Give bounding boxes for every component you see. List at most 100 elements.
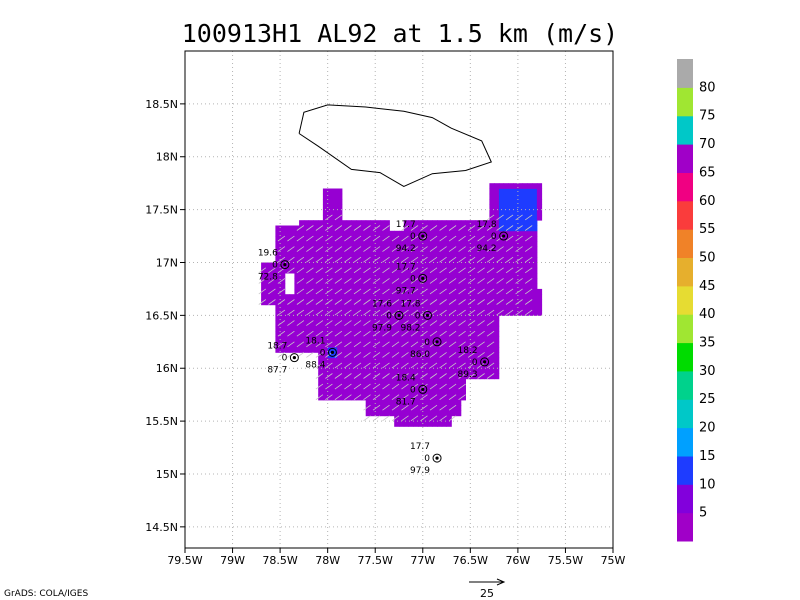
field-cell (413, 421, 419, 427)
wind-vector (258, 267, 267, 274)
field-cell (422, 341, 428, 348)
wind-vector (344, 352, 352, 358)
field-cell (299, 315, 305, 322)
field-cell (308, 267, 314, 274)
field-cell (470, 246, 476, 253)
field-cell (441, 362, 447, 369)
field-cell (365, 257, 371, 263)
field-cell (356, 246, 362, 253)
field-cell (399, 352, 405, 359)
field-cell (280, 294, 286, 300)
field-cell (418, 378, 424, 385)
field-cell (432, 257, 438, 263)
field-cell (441, 410, 447, 417)
field-cell (308, 310, 314, 316)
field-cell (365, 220, 371, 226)
field-cell (418, 304, 424, 311)
wind-vector (486, 246, 495, 252)
field-cell (375, 299, 381, 306)
wind-vector (477, 309, 485, 316)
field-cell (451, 251, 457, 258)
wind-vector (372, 246, 381, 252)
field-cell (327, 188, 333, 195)
wind-vector (448, 235, 457, 242)
field-cell (356, 378, 362, 385)
field-cell (427, 230, 433, 237)
field-cell (422, 299, 428, 306)
field-cell (456, 262, 462, 269)
field-cell (441, 315, 447, 322)
field-cell (441, 236, 447, 242)
field-cell (356, 357, 362, 364)
wind-vector (401, 383, 409, 390)
field-cell (484, 251, 490, 258)
wind-vector (382, 235, 390, 242)
field-cell (375, 320, 381, 327)
field-cell (284, 230, 291, 237)
field-cell (275, 336, 281, 343)
field-cell (456, 357, 462, 364)
field-cell (294, 331, 300, 337)
field-cell (427, 283, 433, 290)
field-cell (308, 336, 314, 343)
field-cell (413, 347, 419, 353)
field-cell (332, 368, 338, 374)
field-cell (275, 225, 281, 232)
field-cell (356, 341, 362, 348)
colorbar-segment (677, 455, 693, 485)
y-tick-label: 17N (156, 256, 178, 269)
field-cell (513, 204, 519, 210)
field-cell (489, 294, 495, 300)
field-cell (327, 299, 333, 306)
field-cell (284, 267, 291, 274)
field-cell (299, 278, 305, 285)
wind-vector (325, 330, 333, 337)
field-cell (322, 315, 329, 322)
field-cell (384, 320, 390, 327)
field-cell (451, 373, 457, 380)
field-cell (356, 347, 362, 353)
field-cell (370, 310, 376, 316)
field-cell (475, 341, 481, 348)
wind-vectors (258, 214, 533, 422)
field-cell (327, 341, 333, 348)
colorbar-label: 70 (699, 137, 716, 152)
field-cell (361, 357, 367, 364)
field-cell (289, 341, 295, 348)
field-cell (408, 421, 414, 427)
field-cell (380, 320, 386, 327)
field-cell (303, 294, 310, 300)
field-cell (446, 415, 452, 422)
field-cell (437, 278, 443, 285)
field-cell (289, 230, 295, 237)
field-cell (484, 325, 490, 332)
wind-vector (334, 288, 343, 295)
field-cell (308, 225, 314, 232)
field-cell (322, 193, 329, 200)
field-cell (365, 389, 371, 396)
field-cell (437, 299, 443, 306)
wind-vector (363, 309, 371, 316)
field-cell (451, 288, 457, 295)
wind-vector (401, 246, 409, 252)
field-cell (446, 384, 452, 390)
field-cell (341, 220, 348, 226)
field-cell (341, 336, 348, 343)
wind-vector (353, 352, 362, 358)
station-label-mid: 0 (424, 454, 430, 464)
field-cell (437, 320, 443, 327)
field-cell (337, 283, 343, 290)
field-cell (356, 373, 362, 380)
field-cell (432, 304, 438, 311)
field-cell (356, 394, 362, 401)
field-cell (399, 331, 405, 337)
wind-vector (448, 352, 457, 358)
field-cell (280, 336, 286, 343)
field-cell (494, 288, 500, 295)
field-cell (475, 236, 481, 242)
field-cell (408, 410, 414, 417)
wind-vector (496, 256, 504, 263)
field-cell (446, 400, 452, 406)
field-cell (389, 320, 395, 327)
